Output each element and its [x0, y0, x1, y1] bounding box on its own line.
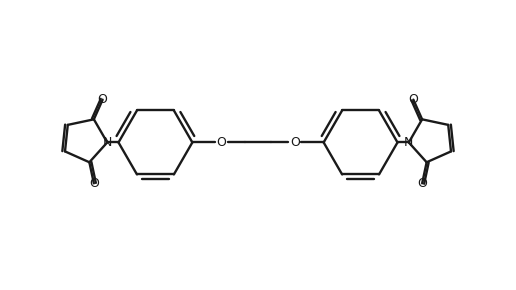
Text: O: O: [290, 136, 300, 149]
Text: N: N: [103, 136, 112, 149]
Text: O: O: [409, 93, 418, 106]
Text: O: O: [417, 177, 427, 190]
Text: O: O: [98, 93, 107, 106]
Text: O: O: [216, 136, 226, 149]
Text: O: O: [89, 177, 99, 190]
Text: N: N: [404, 136, 413, 149]
